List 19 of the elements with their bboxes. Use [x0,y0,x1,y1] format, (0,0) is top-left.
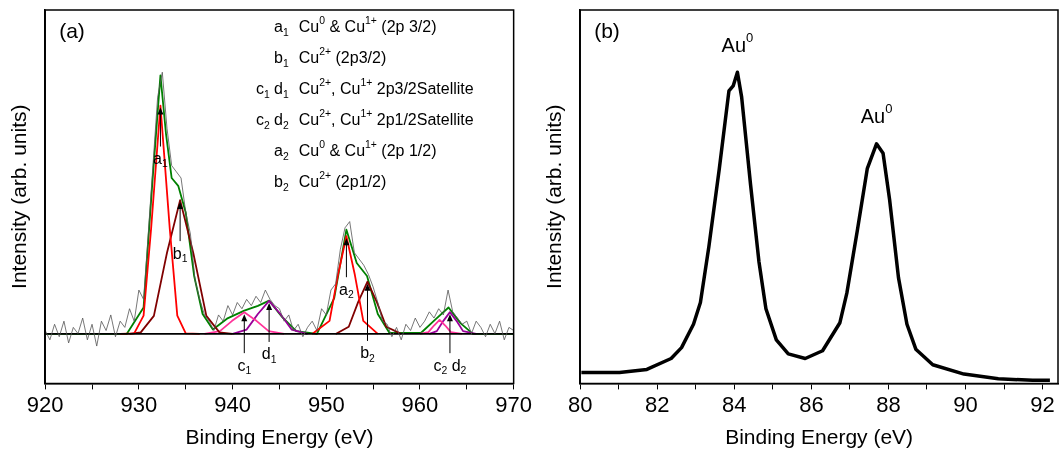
x-tick-label: 90 [953,391,978,417]
x-tick-label: 940 [214,391,251,417]
x-axis-title: Binding Energy (eV) [185,425,374,449]
x-tick-label: 970 [495,391,533,417]
x-tick-label: 86 [799,391,824,417]
y-axis-title: Intensity (arb. units) [7,104,31,289]
x-tick-label: 930 [120,391,158,417]
x-tick-label: 82 [645,391,670,417]
x-tick-label: 920 [26,391,64,417]
text: (a) [59,18,85,42]
x-axis-title: Binding Energy (eV) [725,425,914,449]
x-tick-label: 88 [876,391,901,417]
x-tick-label: 960 [401,391,439,417]
x-tick-label: 92 [1030,391,1055,417]
x-tick-label: 950 [307,391,345,417]
y-axis-title: Intensity (arb. units) [542,104,566,289]
text: (b) [594,18,620,42]
x-tick-label: 80 [567,391,593,417]
x-tick-label: 84 [722,391,747,417]
